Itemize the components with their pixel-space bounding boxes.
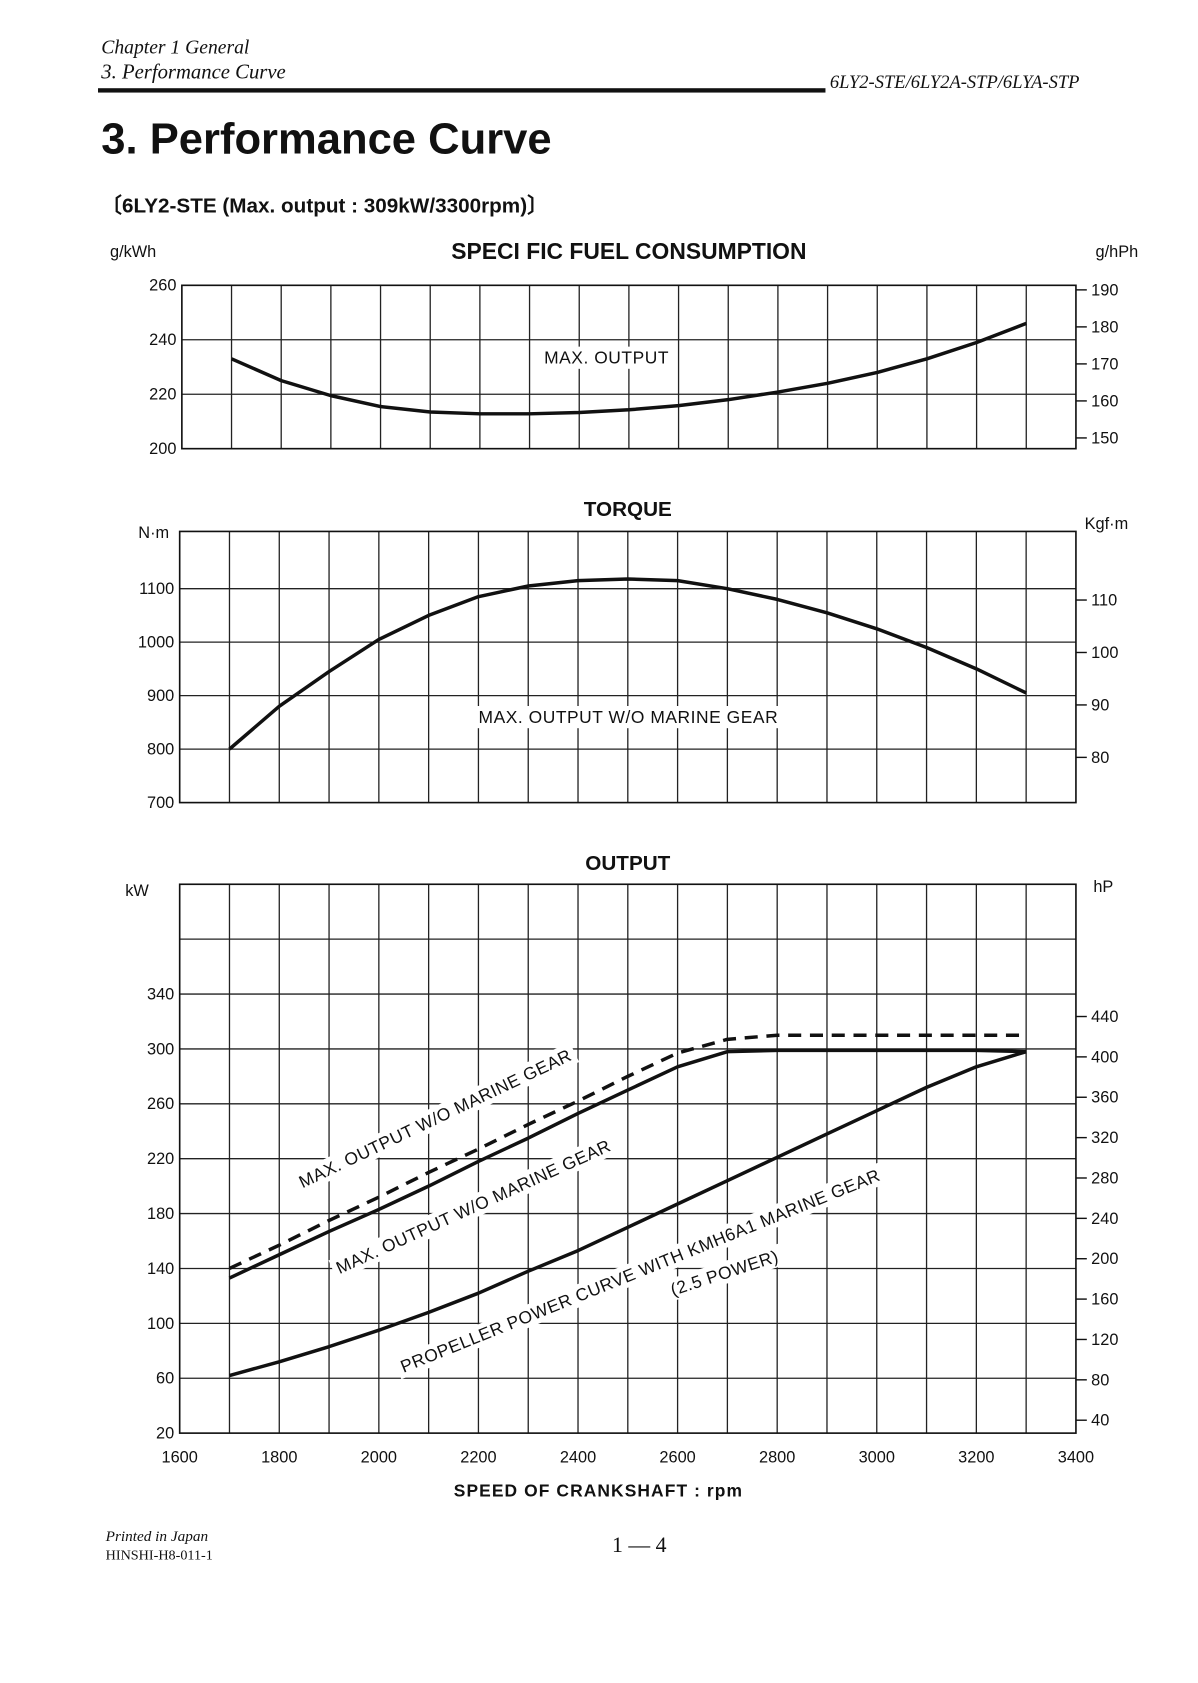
chart-title: TORQUE [584, 498, 672, 521]
y-tick-label-left: 800 [147, 741, 174, 759]
x-tick-label: 2800 [759, 1449, 795, 1467]
y-tick-label-right: 160 [1091, 392, 1118, 410]
series-line-0 [230, 321, 1027, 416]
page-subtitle: 〔6LY2-STE (Max. output : 309kW/3300rpm)〕 [101, 194, 548, 218]
chart-title: SPECI FIC FUEL CONSUMPTION [451, 238, 806, 264]
y-tick-label-right: 200 [1091, 1250, 1118, 1268]
y-tick-label-left: 60 [156, 1370, 174, 1388]
y-tick-label-left: 240 [149, 331, 176, 349]
y-tick-label-left: 220 [149, 386, 176, 404]
y-axis-unit-right: Kgf·m [1085, 515, 1129, 533]
plot-frame [181, 284, 1077, 450]
annotation-backing [474, 706, 783, 729]
x-tick-label: 2600 [659, 1449, 695, 1467]
y-tick-label-left: 220 [147, 1150, 174, 1168]
annotation-backing [393, 1162, 888, 1380]
y-tick-label-left: 700 [147, 794, 174, 812]
y-tick-label-left: 140 [147, 1260, 174, 1278]
y-tick-label-right: 240 [1091, 1210, 1118, 1228]
footer-printed: Printed in Japan [105, 1528, 209, 1546]
page-title: 3. Performance Curve [101, 115, 552, 164]
plot-frame [178, 883, 1077, 1434]
x-axis-label: SPEED OF CRANKSHAFT : rpm [454, 1480, 743, 1500]
y-tick-label-left: 260 [147, 1095, 174, 1113]
y-tick-label-right: 110 [1091, 591, 1117, 609]
annotation-backing [291, 1042, 580, 1195]
y-tick-label-right: 360 [1091, 1089, 1118, 1107]
x-tick-label: 3200 [958, 1449, 994, 1467]
y-tick-label-right: 170 [1091, 355, 1118, 373]
annotation-backing [663, 1243, 786, 1303]
y-tick-label-left: 260 [149, 277, 176, 295]
y-tick-label-right: 400 [1091, 1048, 1118, 1066]
page-number: 1 — 4 [612, 1533, 667, 1558]
y-tick-label-right: 150 [1091, 429, 1118, 447]
y-tick-label-right: 80 [1091, 1371, 1109, 1389]
x-tick-label: 2000 [361, 1449, 397, 1467]
y-tick-label-right: 100 [1091, 644, 1118, 662]
y-tick-label-left: 300 [147, 1040, 174, 1058]
x-tick-label: 1800 [261, 1449, 297, 1467]
series-line-0 [228, 577, 1027, 751]
header-rule [98, 88, 826, 93]
chart-title: OUTPUT [585, 852, 670, 875]
curve-annotation: MAX. OUTPUT [539, 346, 674, 369]
y-tick-label-left: 900 [147, 687, 174, 705]
y-tick-label-right: 280 [1091, 1169, 1118, 1187]
footer-code: HINSHI-H8-011-1 [105, 1546, 213, 1563]
y-tick-label-right: 80 [1091, 749, 1109, 767]
y-tick-label-left: 100 [147, 1315, 174, 1333]
x-tick-label: 2200 [460, 1449, 496, 1467]
chart-1: TORQUE N·m Kgf·m 700 800 900 1000 1100 80 90 100 11… [138, 498, 1128, 812]
header-section: 3. Performance Curve [101, 60, 286, 84]
y-tick-label-right: 120 [1091, 1331, 1118, 1349]
y-tick-label-right: 40 [1091, 1412, 1109, 1430]
x-tick-label: 3400 [1058, 1449, 1094, 1467]
series-line-1 [228, 1048, 1027, 1280]
y-tick-label-right: 160 [1091, 1291, 1118, 1309]
curve-annotation: MAX. OUTPUT W/O MARINE GEAR [474, 706, 783, 729]
y-axis-unit-right: g/hPh [1096, 243, 1139, 261]
y-tick-label-left: 340 [147, 985, 174, 1003]
series-line-0 [228, 1033, 1027, 1271]
y-axis-unit-left: kW [125, 882, 149, 900]
chart-0: SPECI FIC FUEL CONSUMPTION g/kWh g/hPh 200 2… [110, 238, 1138, 458]
y-tick-label-left: 1000 [138, 634, 174, 652]
y-tick-label-left: 20 [156, 1425, 174, 1443]
y-tick-label-left: 200 [149, 440, 176, 458]
plot-frame [178, 530, 1077, 804]
y-tick-label-right: 190 [1091, 281, 1118, 299]
y-axis-unit-left: N·m [138, 524, 169, 542]
x-tick-label: 1600 [162, 1449, 198, 1467]
y-tick-label-left: 180 [147, 1205, 174, 1223]
x-tick-label: 2400 [560, 1449, 596, 1467]
annotation-backing [328, 1132, 619, 1281]
series-line-2 [228, 1049, 1027, 1378]
y-axis-unit-right: hP [1093, 878, 1113, 896]
annotation-text: MAX. OUTPUT [544, 348, 669, 368]
chart-2: OUTPUT kW hP 20 60 100 140 180 220 260 300 340 40 80 1… [125, 852, 1118, 1500]
y-axis-unit-left: g/kWh [110, 243, 156, 261]
y-tick-label-right: 180 [1091, 318, 1118, 336]
y-tick-label-right: 320 [1091, 1129, 1118, 1147]
x-tick-label: 3000 [859, 1449, 895, 1467]
header-models: 6LY2-STE/6LY2A-STP/6LYA-STP [829, 71, 1080, 93]
curve-annotation: PROPELLER POWER CURVE WITH KMH6A1 MARINE… [393, 1162, 888, 1380]
y-tick-label-right: 90 [1091, 696, 1109, 714]
y-tick-label-right: 440 [1091, 1008, 1118, 1026]
annotation-text: MAX. OUTPUT W/O MARINE GEAR [479, 707, 779, 727]
annotation-backing [539, 346, 674, 369]
header-chapter: Chapter 1 General [101, 35, 250, 58]
y-tick-label-left: 1100 [139, 580, 174, 598]
